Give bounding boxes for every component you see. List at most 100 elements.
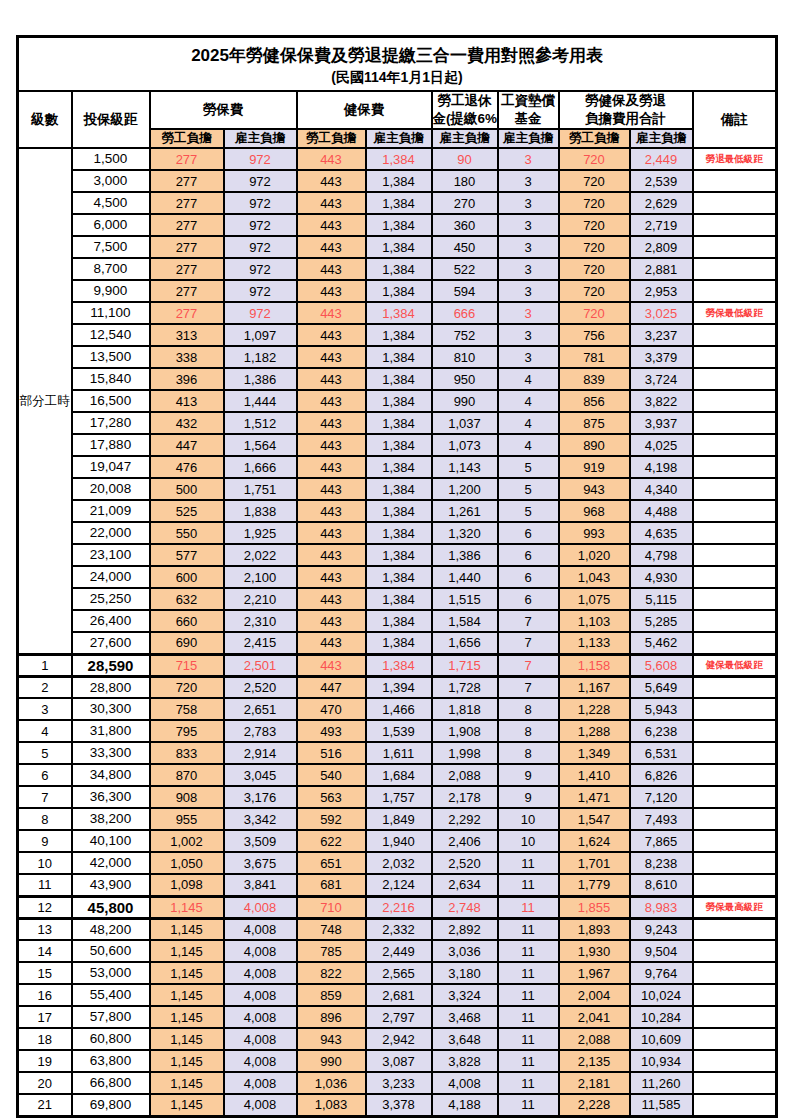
level-cell: 13: [18, 918, 72, 940]
health-employee-cell: 443: [297, 258, 366, 280]
total-employee-cell: 2,181: [559, 1072, 630, 1094]
table-row: 24,0006002,1004431,3841,44061,0434,930: [18, 566, 777, 588]
health-employee-cell: 470: [297, 698, 366, 720]
salary-cell: 60,800: [72, 1028, 150, 1050]
labor-employee-cell: 476: [150, 456, 224, 478]
total-employee-cell: 2,135: [559, 1050, 630, 1072]
header-level: 級數: [18, 91, 72, 148]
health-employer-cell: 1,394: [366, 676, 432, 698]
note-cell: [693, 1028, 777, 1050]
table-row: 1963,8001,1454,0089903,0873,828112,13510…: [18, 1050, 777, 1072]
labor-employee-cell: 432: [150, 412, 224, 434]
labor-employer-cell: 4,008: [224, 1050, 297, 1072]
health-employee-cell: 443: [297, 588, 366, 610]
pension-employer-cell: 3,180: [432, 962, 498, 984]
arrears-employer-cell: 11: [498, 852, 559, 874]
arrears-employer-cell: 3: [498, 192, 559, 214]
total-employer-cell: 2,953: [630, 280, 693, 302]
note-cell: [693, 1072, 777, 1094]
header-salary: 投保級距: [72, 91, 150, 148]
health-employee-cell: 443: [297, 302, 366, 324]
labor-employee-cell: 277: [150, 302, 224, 324]
salary-cell: 15,840: [72, 368, 150, 390]
health-employer-cell: 1,384: [366, 148, 432, 170]
total-employee-cell: 890: [559, 434, 630, 456]
health-employer-cell: 2,216: [366, 896, 432, 918]
total-employee-cell: 2,228: [559, 1094, 630, 1116]
total-employer-cell: 5,115: [630, 588, 693, 610]
arrears-employer-cell: 7: [498, 632, 559, 654]
labor-employee-cell: 277: [150, 148, 224, 170]
health-employee-cell: 710: [297, 896, 366, 918]
salary-cell: 16,500: [72, 390, 150, 412]
health-employee-cell: 443: [297, 346, 366, 368]
salary-cell: 42,000: [72, 852, 150, 874]
level-cell: 6: [18, 764, 72, 786]
pension-employer-cell: 522: [432, 258, 498, 280]
health-employee-cell: 748: [297, 918, 366, 940]
pension-employer-cell: 1,073: [432, 434, 498, 456]
health-employee-cell: 443: [297, 434, 366, 456]
note-cell: 勞退最低級距: [693, 148, 777, 170]
labor-employee-cell: 1,050: [150, 852, 224, 874]
table-row: 11,1002779724431,38466637203,025勞保最低級距: [18, 302, 777, 324]
labor-employer-cell: 2,651: [224, 698, 297, 720]
note-cell: [693, 808, 777, 830]
total-employee-cell: 1,410: [559, 764, 630, 786]
salary-cell: 17,880: [72, 434, 150, 456]
level-cell: 5: [18, 742, 72, 764]
total-employee-cell: 856: [559, 390, 630, 412]
labor-employer-cell: 2,210: [224, 588, 297, 610]
health-employee-cell: 681: [297, 874, 366, 896]
note-cell: [693, 676, 777, 698]
labor-employee-cell: 338: [150, 346, 224, 368]
labor-employer-cell: 4,008: [224, 1028, 297, 1050]
total-employee-cell: 720: [559, 170, 630, 192]
arrears-employer-cell: 3: [498, 346, 559, 368]
labor-employer-cell: 4,008: [224, 1094, 297, 1116]
arrears-employer-cell: 8: [498, 742, 559, 764]
total-employer-cell: 4,798: [630, 544, 693, 566]
labor-employer-cell: 4,008: [224, 962, 297, 984]
total-employer-cell: 11,260: [630, 1072, 693, 1094]
total-employee-cell: 839: [559, 368, 630, 390]
labor-employee-cell: 870: [150, 764, 224, 786]
note-cell: [693, 478, 777, 500]
salary-cell: 12,540: [72, 324, 150, 346]
salary-cell: 19,047: [72, 456, 150, 478]
total-employee-cell: 1,103: [559, 610, 630, 632]
header-pension-line2: 金(提繳6%): [432, 110, 498, 129]
labor-employer-cell: 1,512: [224, 412, 297, 434]
table-row: 1860,8001,1454,0089432,9423,648112,08810…: [18, 1028, 777, 1050]
total-employer-cell: 9,764: [630, 962, 693, 984]
health-employer-cell: 1,611: [366, 742, 432, 764]
note-cell: [693, 236, 777, 258]
health-employer-cell: 2,449: [366, 940, 432, 962]
table-row: 1143,9001,0983,8416812,1242,634111,7798,…: [18, 874, 777, 896]
table-row: 13,5003381,1824431,38481037813,379: [18, 346, 777, 368]
labor-employee-cell: 690: [150, 632, 224, 654]
note-cell: [693, 786, 777, 808]
subheader-health-employer: 雇主負擔: [366, 129, 432, 148]
total-employer-cell: 4,340: [630, 478, 693, 500]
labor-employer-cell: 3,342: [224, 808, 297, 830]
total-employer-cell: 3,724: [630, 368, 693, 390]
level-cell: 15: [18, 962, 72, 984]
health-employee-cell: 443: [297, 192, 366, 214]
note-cell: [693, 918, 777, 940]
total-employer-cell: 3,822: [630, 390, 693, 412]
total-employee-cell: 1,701: [559, 852, 630, 874]
health-employer-cell: 3,233: [366, 1072, 432, 1094]
total-employer-cell: 8,610: [630, 874, 693, 896]
health-employee-cell: 443: [297, 412, 366, 434]
title-row: 2025年勞健保保費及勞退提繳三合一費用對照參考用表 (民國114年1月1日起): [18, 37, 777, 92]
total-employee-cell: 943: [559, 478, 630, 500]
health-employee-cell: 443: [297, 654, 366, 676]
salary-cell: 30,300: [72, 698, 150, 720]
level-cell: 21: [18, 1094, 72, 1116]
pension-employer-cell: 3,324: [432, 984, 498, 1006]
health-employee-cell: 443: [297, 368, 366, 390]
table-title-cell: 2025年勞健保保費及勞退提繳三合一費用對照參考用表 (民國114年1月1日起): [18, 37, 777, 92]
health-employer-cell: 1,684: [366, 764, 432, 786]
note-cell: [693, 346, 777, 368]
